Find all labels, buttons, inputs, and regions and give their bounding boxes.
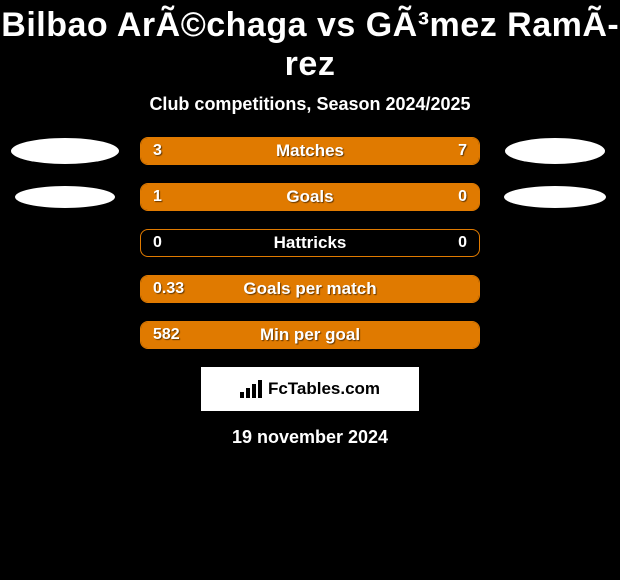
value-left: 0.33 [153, 276, 184, 302]
fill-left [141, 276, 479, 302]
stat-row-hattricks: 0 Hattricks 0 [0, 229, 620, 257]
fctables-badge[interactable]: FcTables.com [201, 367, 419, 411]
value-left: 3 [153, 138, 162, 164]
stat-bar-hattricks: 0 Hattricks 0 [140, 229, 480, 257]
fill-left [141, 322, 479, 348]
value-left: 582 [153, 322, 180, 348]
value-left: 1 [153, 184, 162, 210]
value-right: 0 [458, 230, 467, 256]
player-a-logo-slot [10, 186, 120, 208]
stat-bar-matches: 3 Matches 7 [140, 137, 480, 165]
fill-right [411, 184, 479, 210]
subtitle: Club competitions, Season 2024/2025 [0, 94, 620, 115]
player-b-logo [504, 186, 606, 208]
player-a-logo-slot [10, 138, 120, 164]
player-a-logo [15, 186, 115, 208]
player-a-logo [11, 138, 119, 164]
stat-bar-mpg: 582 Min per goal [140, 321, 480, 349]
player-b-logo-slot [500, 186, 610, 208]
comparison-widget: Bilbao ArÃ©chaga vs GÃ³mez RamÃ­rez Club… [0, 0, 620, 448]
page-title: Bilbao ArÃ©chaga vs GÃ³mez RamÃ­rez [0, 6, 620, 84]
fill-right [242, 138, 479, 164]
stat-row-gpm: 0.33 Goals per match [0, 275, 620, 303]
player-b-logo-slot [500, 138, 610, 164]
bar-chart-icon [240, 380, 262, 398]
stat-label: Hattricks [141, 230, 479, 256]
stat-row-goals: 1 Goals 0 [0, 183, 620, 211]
value-right: 7 [458, 138, 467, 164]
badge-text: FcTables.com [268, 379, 380, 399]
stat-row-mpg: 582 Min per goal [0, 321, 620, 349]
date-label: 19 november 2024 [0, 427, 620, 448]
stat-bar-goals: 1 Goals 0 [140, 183, 480, 211]
value-right: 0 [458, 184, 467, 210]
player-b-logo [505, 138, 605, 164]
stat-row-matches: 3 Matches 7 [0, 137, 620, 165]
value-left: 0 [153, 230, 162, 256]
stat-bar-gpm: 0.33 Goals per match [140, 275, 480, 303]
